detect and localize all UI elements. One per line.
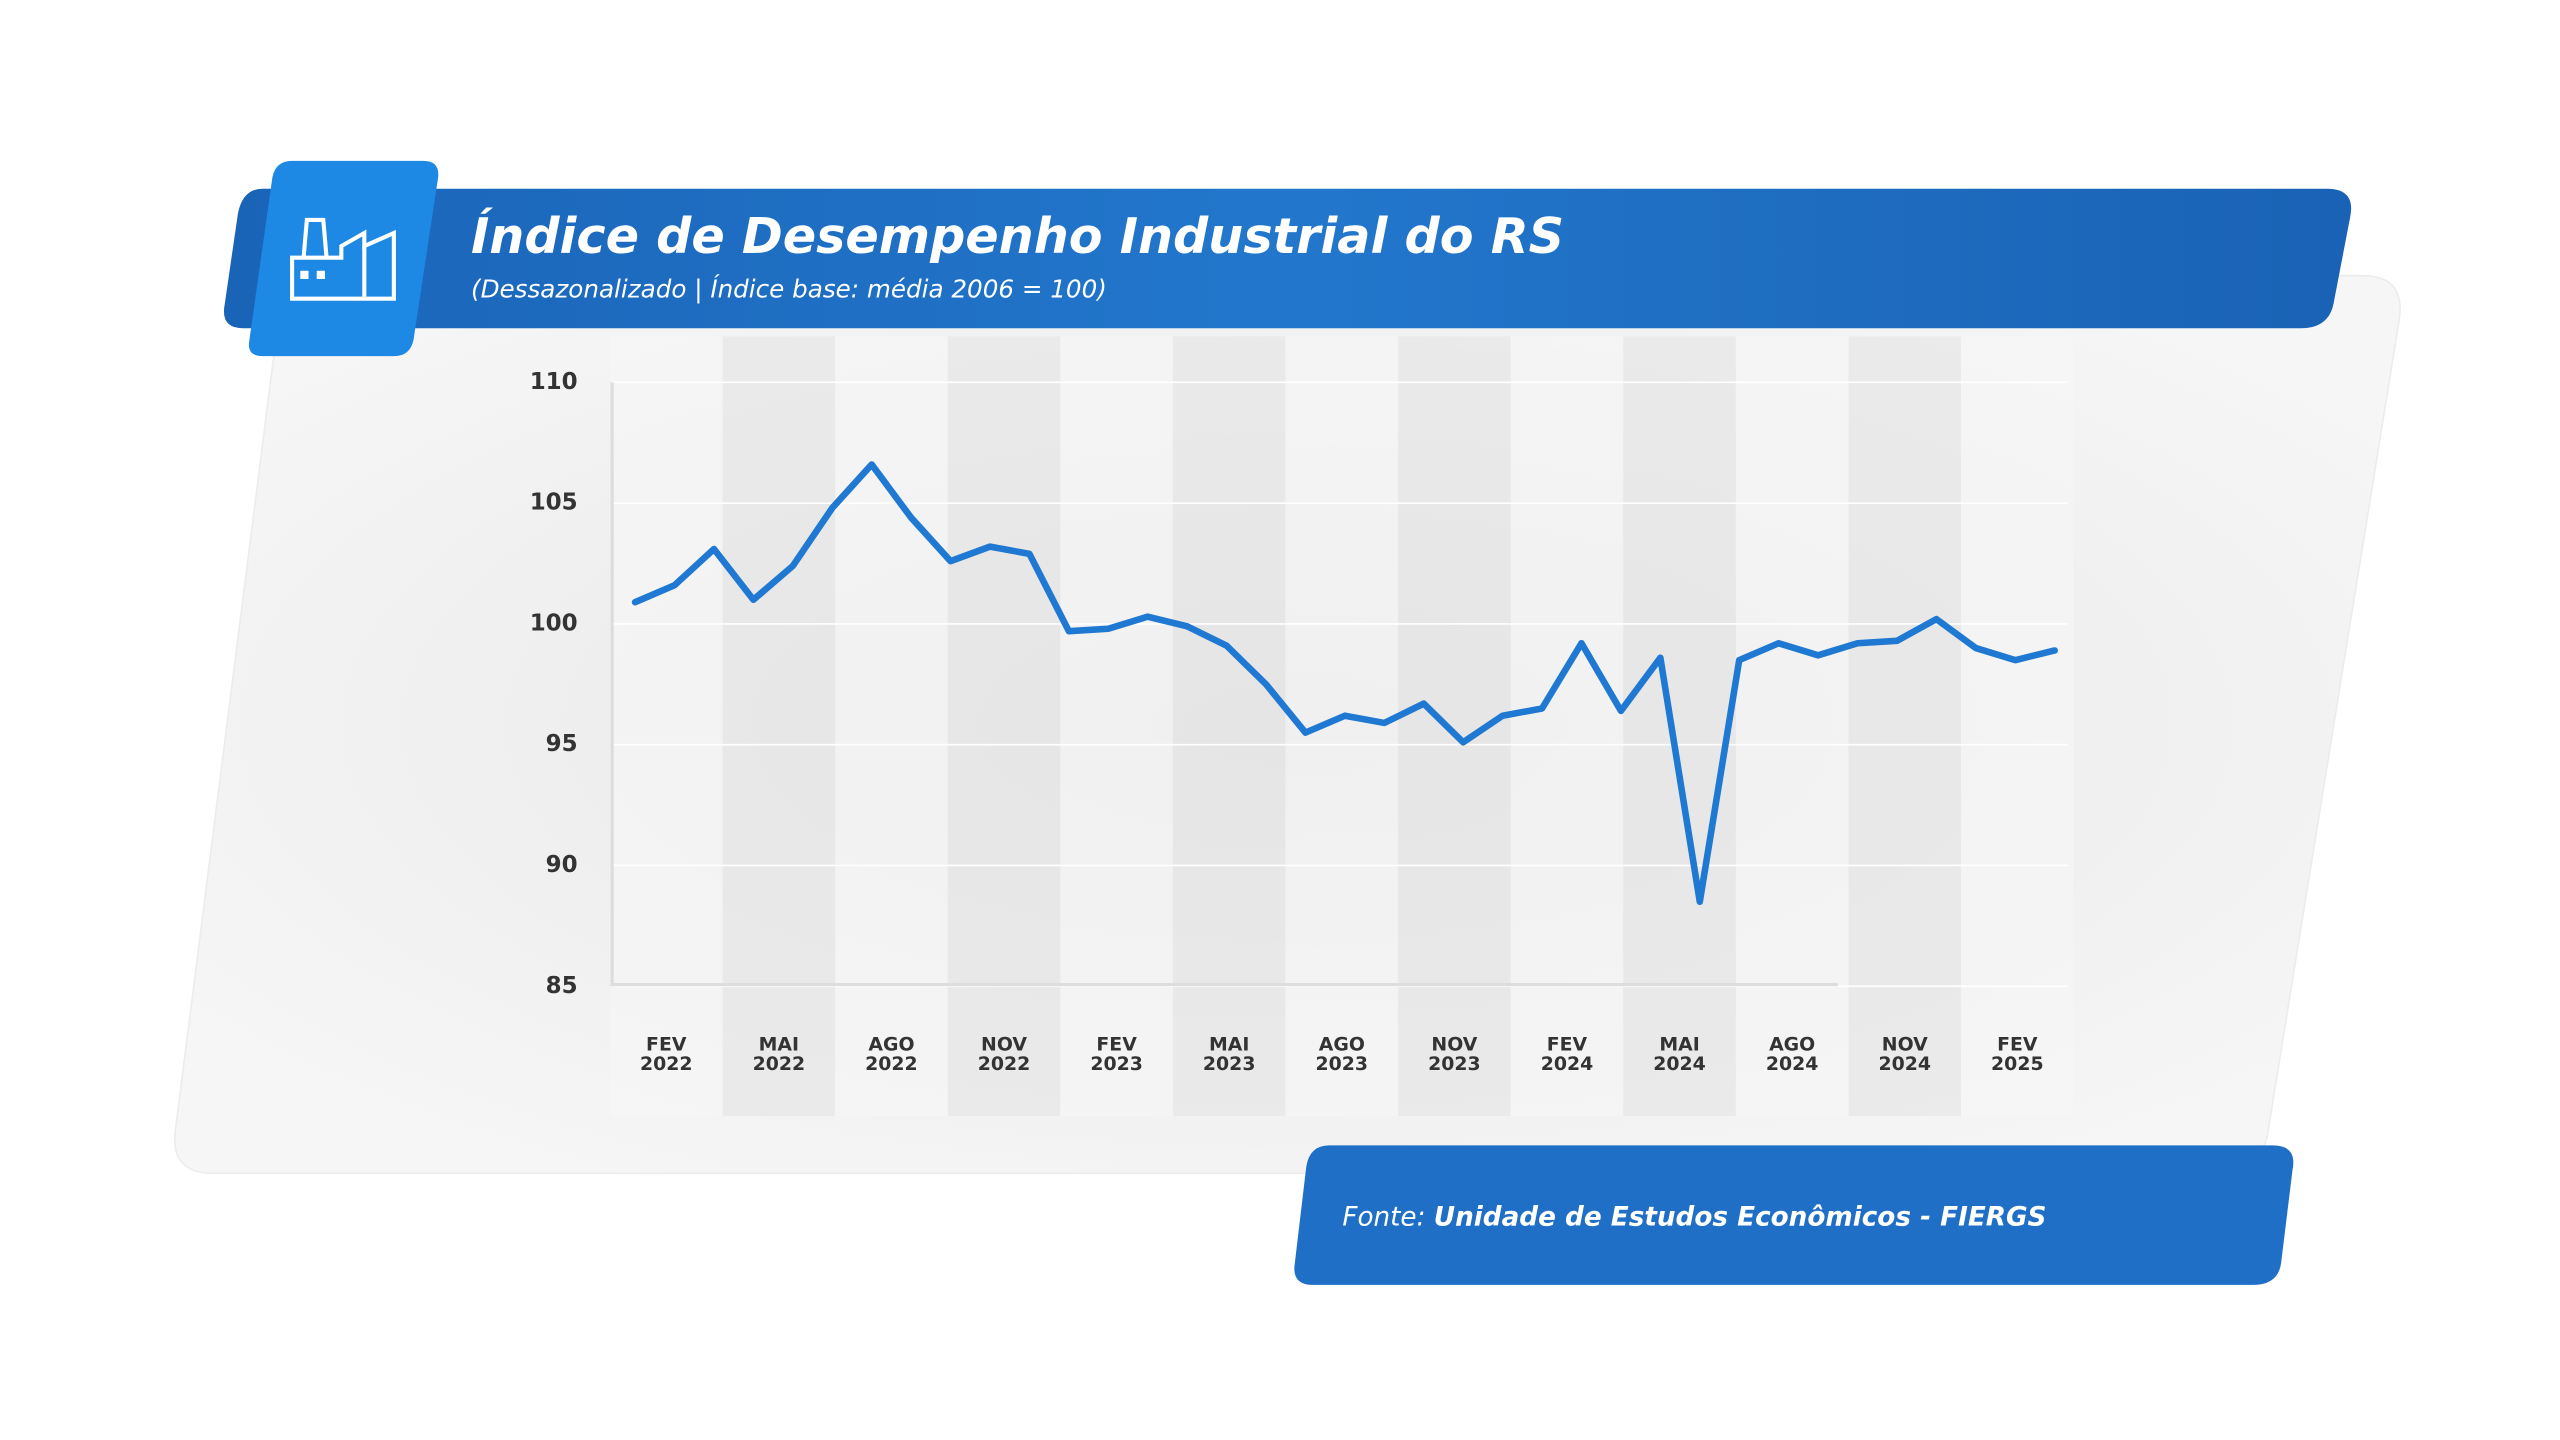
x-tick-group: NOV 2024 — [1878, 1033, 1931, 1075]
source-label: Fonte: — [1342, 1202, 1425, 1232]
column-band — [1961, 336, 2074, 1116]
factory-icon — [290, 217, 396, 301]
x-tick-group: MAI 2022 — [752, 1033, 806, 1075]
x-tick-group: NOV 2023 — [1428, 1033, 1481, 1075]
y-tick-label: 95 — [546, 731, 578, 757]
y-tick-label: 110 — [530, 369, 578, 395]
x-tick-label: MAI 2023 — [1202, 1033, 1256, 1075]
x-tick-group: AGO 2022 — [865, 1033, 918, 1075]
column-band — [1510, 336, 1624, 1116]
x-tick-label: FEV 2023 — [1090, 1033, 1143, 1075]
x-tick-label: AGO 2024 — [1765, 1033, 1819, 1075]
x-tick-label: FEV 2025 — [1991, 1033, 2044, 1075]
y-tick-label: 90 — [546, 852, 578, 878]
column-band — [1623, 336, 1736, 1116]
column-band — [1735, 336, 1849, 1116]
subtitle: (Dessazonalizado | Índice base: média 20… — [471, 274, 1107, 303]
icon-box — [248, 160, 439, 357]
column-band — [722, 336, 836, 1116]
x-tick-label: MAI 2022 — [752, 1033, 806, 1075]
x-tick-label: MAI 2024 — [1653, 1033, 1706, 1075]
x-tick-label: FEV 2022 — [639, 1033, 693, 1075]
x-tick-group: MAI 2024 — [1653, 1033, 1706, 1075]
x-tick-group: AGO 2023 — [1315, 1033, 1369, 1075]
x-tick-label: FEV 2024 — [1540, 1033, 1594, 1075]
column-band — [835, 336, 948, 1116]
plot: 85 90 95 100 105 110 FEV 2022 MAI 2022 AGO 2022 N… — [530, 336, 2074, 1116]
column-band — [1060, 336, 1173, 1116]
y-tick-label: 100 — [530, 610, 578, 636]
source: Fonte: Unidade de Estudos Econômicos - F… — [1342, 1202, 2046, 1232]
x-tick-label: NOV 2024 — [1878, 1033, 1931, 1075]
column-band — [947, 336, 1061, 1116]
column-band — [1172, 336, 1286, 1116]
x-tick-group: FEV 2025 — [1991, 1033, 2044, 1075]
x-tick-group: FEV 2024 — [1540, 1033, 1594, 1075]
y-tick-label: 85 — [546, 973, 578, 999]
x-tick-label: NOV 2022 — [977, 1033, 1031, 1075]
x-tick-group: MAI 2023 — [1202, 1033, 1256, 1075]
title: Índice de Desempenho Industrial do RS — [471, 206, 1564, 265]
series-line — [631, 461, 2058, 905]
x-tick-label: AGO 2023 — [1315, 1033, 1369, 1075]
column-band — [1398, 336, 1511, 1116]
header-banner — [223, 188, 2352, 329]
source-box — [1294, 1145, 2294, 1285]
x-tick-group: FEV 2022 — [639, 1033, 693, 1075]
column-band — [1848, 336, 1962, 1116]
x-tick-label: AGO 2022 — [865, 1033, 918, 1075]
x-tick-group: FEV 2023 — [1090, 1033, 1143, 1075]
column-band — [609, 336, 723, 1116]
y-tick-label: 105 — [530, 490, 578, 516]
x-tick-group: AGO 2024 — [1765, 1033, 1819, 1075]
source-text: Unidade de Estudos Econômicos - FIERGS — [1434, 1202, 2047, 1232]
x-tick-label: NOV 2023 — [1428, 1033, 1481, 1075]
x-tick-group: NOV 2022 — [977, 1033, 1031, 1075]
